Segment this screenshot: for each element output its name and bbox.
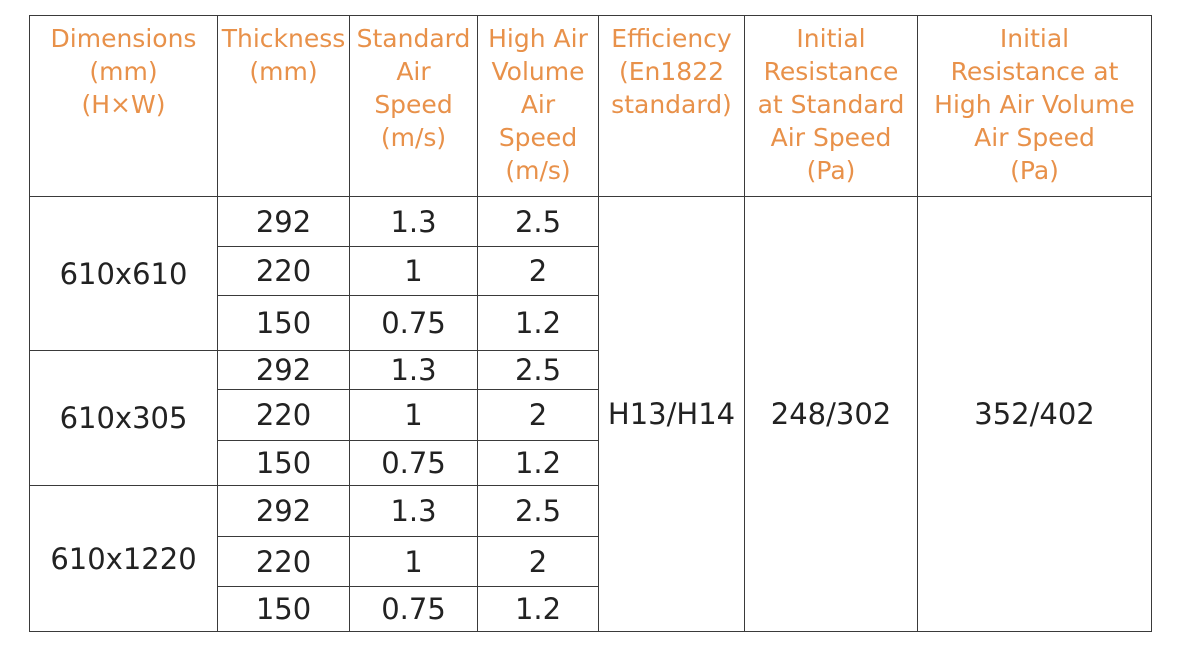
high-speed-cell: 1.2 [477,440,599,486]
high-speed-cell: 2 [477,246,599,296]
high-speed-cell: 2.5 [477,485,599,537]
thickness-cell: 220 [217,246,350,296]
thickness-cell: 220 [217,389,350,441]
initial-resistance-standard-cell: 248/302 [744,196,918,632]
header-initial-resistance-standard: Initial Resistance at Standard Air Speed… [744,15,918,197]
standard-speed-cell: 1 [349,536,478,587]
standard-speed-cell: 1.3 [349,196,478,247]
table-row: 150 0.75 1.2 [30,440,1152,486]
table-row: 150 0.75 1.2 [30,586,1152,632]
thickness-cell: 292 [217,485,350,537]
high-speed-cell: 1.2 [477,586,599,632]
thickness-cell: 150 [217,440,350,486]
header-dimensions: Dimensions (mm) (H×W) [29,15,218,197]
standard-speed-cell: 1.3 [349,350,478,390]
high-speed-cell: 2.5 [477,350,599,390]
standard-speed-cell: 0.75 [349,440,478,486]
standard-speed-cell: 1.3 [349,485,478,537]
header-thickness: Thickness (mm) [217,15,350,197]
header-efficiency: Efficiency (En1822 standard) [598,15,745,197]
high-speed-cell: 1.2 [477,295,599,351]
table-row: 610x305 292 1.3 2.5 [29,350,1152,486]
table-row: 220 1 2 [30,389,1152,441]
filter-spec-table: Dimensions (mm) (H×W) Thickness (mm) Sta… [29,15,1152,632]
dimension-cell: 610x1220 [29,485,218,632]
table-row: 150 0.75 1.2 [30,295,1152,351]
header-standard-air-speed: Standard Air Speed (m/s) [349,15,478,197]
dimension-cell: 610x610 [29,196,218,351]
dimension-cell: 610x305 [29,350,218,486]
table-row: 610x1220 292 1.3 2.5 [29,485,1152,632]
standard-speed-cell: 0.75 [349,295,478,351]
initial-resistance-high-cell: 352/402 [917,196,1152,632]
high-speed-cell: 2 [477,389,599,441]
thickness-cell: 292 [217,196,350,247]
high-speed-cell: 2 [477,536,599,587]
thickness-cell: 150 [217,295,350,351]
efficiency-cell: H13/H14 [598,196,745,632]
header-high-air-volume-speed: High Air Volume Air Speed (m/s) [477,15,599,197]
thickness-cell: 220 [217,536,350,587]
thickness-cell: 150 [217,586,350,632]
standard-speed-cell: 1 [349,389,478,441]
header-row: Dimensions (mm) (H×W) Thickness (mm) Sta… [29,15,1152,197]
thickness-cell: 292 [217,350,350,390]
table-row: 220 1 2 [30,246,1152,296]
standard-speed-cell: 0.75 [349,586,478,632]
table-row: 610x610 292 1.3 2.5 H13/H14 248/302 352/… [29,196,1152,632]
standard-speed-cell: 1 [349,246,478,296]
header-initial-resistance-high: Initial Resistance at High Air Volume Ai… [917,15,1152,197]
high-speed-cell: 2.5 [477,196,599,247]
